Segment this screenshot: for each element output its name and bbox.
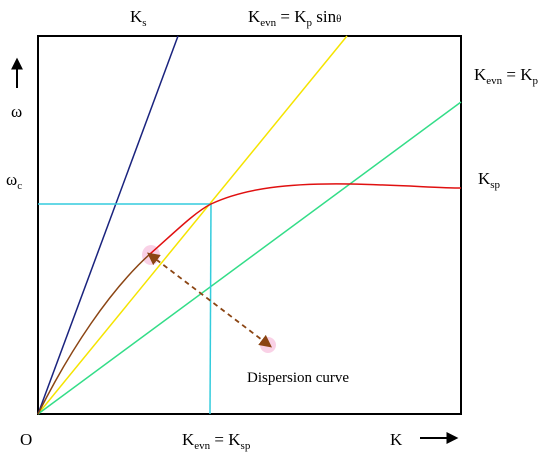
kp-sin-theta-line bbox=[37, 35, 348, 415]
dispersion-curve-label: Dispersion curve bbox=[247, 370, 349, 386]
kevn-kp-sin-theta-label: Kevn = Kp sinθ bbox=[248, 7, 341, 29]
ks-line bbox=[37, 35, 179, 415]
origin-label: O bbox=[20, 430, 32, 449]
ks-label: Ks bbox=[130, 7, 147, 29]
plot-frame bbox=[37, 35, 462, 415]
kevn-kp-label: Kevn = Kp bbox=[474, 65, 539, 87]
omega-c-label: ωc bbox=[6, 170, 22, 192]
highlight-lower bbox=[260, 337, 276, 353]
ksp-curve-lower bbox=[37, 253, 151, 415]
ksp-label: Ksp bbox=[478, 169, 501, 191]
kevn-ksp-label: Kevn = Ksp bbox=[182, 430, 251, 452]
k-axis-label: K bbox=[390, 430, 403, 449]
ksp-curve-upper bbox=[149, 183, 462, 255]
kp-line bbox=[37, 101, 462, 415]
dispersion-arrow bbox=[146, 252, 273, 348]
kevn-ksp-guide-line bbox=[209, 203, 212, 415]
omega-label: ω bbox=[11, 102, 22, 121]
